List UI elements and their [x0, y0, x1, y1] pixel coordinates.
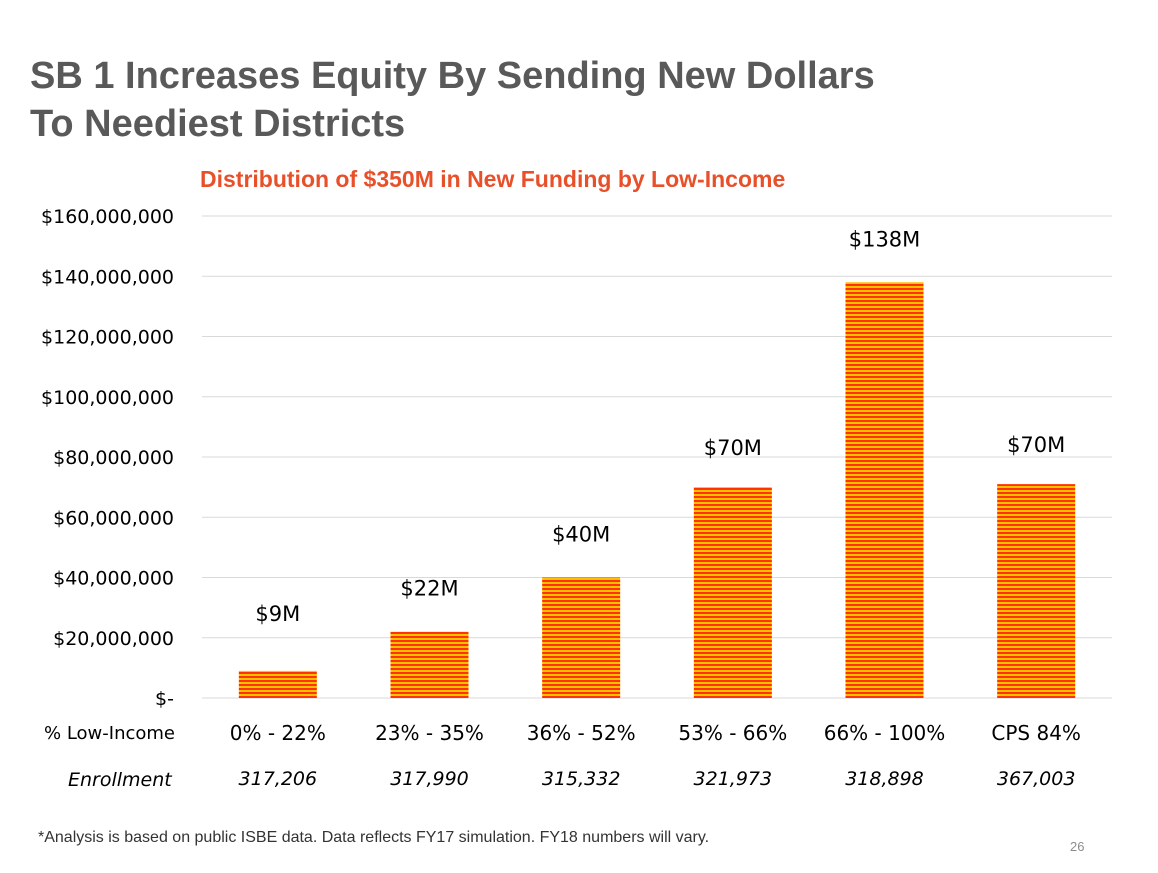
data-labels: $9M $22M $40M $70M $138M $70M — [255, 227, 1065, 626]
grid-layer — [202, 215, 1112, 699]
data-label: $70M — [704, 436, 762, 460]
enrollment-value: 317,990 — [390, 768, 469, 790]
y-tick-label: $160,000,000 — [41, 206, 174, 228]
x-tick-label: 66% - 100% — [824, 721, 946, 745]
enrollment-value: 321,973 — [694, 768, 773, 790]
x-tick-label: 23% - 35% — [375, 721, 484, 745]
y-tick-label: $20,000,000 — [53, 628, 174, 650]
bar — [238, 670, 317, 698]
y-axis-ticks: $- $20,000,000 $40,000,000 $60,000,000 $80,0… — [41, 206, 174, 710]
data-label: $138M — [849, 227, 921, 251]
y-tick-label: $140,000,000 — [41, 266, 174, 288]
page-number: 26 — [1070, 839, 1085, 854]
bar — [845, 282, 924, 698]
chart-title: Distribution of $350M in New Funding by … — [200, 166, 786, 192]
y-tick-label: $100,000,000 — [41, 387, 174, 409]
footnote: *Analysis is based on public ISBE data. … — [38, 829, 710, 846]
x-tick-label: CPS 84% — [991, 721, 1081, 745]
bar — [997, 484, 1076, 698]
enrollment-row: 317,206 317,990 315,332 321,973 318,898 367,0… — [68, 768, 1075, 791]
x-axis-label: % Low-Income — [44, 723, 175, 744]
y-tick-label: $40,000,000 — [53, 568, 174, 590]
y-tick-label: $- — [155, 688, 174, 710]
x-axis-categories: 0% - 22% 23% - 35% 36% - 52% 53% - 66% 66% -… — [44, 721, 1081, 745]
slide-title-line-2: To Neediest Districts — [30, 103, 406, 145]
y-tick-label: $120,000,000 — [41, 327, 174, 349]
bars — [238, 282, 1076, 698]
data-label: $40M — [552, 523, 610, 547]
bar — [693, 487, 772, 698]
x-tick-label: 53% - 66% — [678, 721, 787, 745]
enrollment-value: 317,206 — [239, 768, 318, 790]
x-tick-label: 36% - 52% — [527, 721, 636, 745]
y-tick-label: $60,000,000 — [53, 507, 174, 529]
x-tick-label: 0% - 22% — [230, 721, 326, 745]
bar — [390, 631, 469, 698]
enrollment-value: 318,898 — [845, 768, 924, 790]
data-label: $22M — [400, 577, 458, 601]
enrollment-value: 367,003 — [997, 768, 1076, 790]
data-label: $70M — [1007, 433, 1065, 457]
enrollment-row-label: Enrollment — [68, 769, 173, 791]
data-label: $9M — [255, 602, 300, 626]
enrollment-value: 315,332 — [542, 768, 621, 790]
bar — [542, 577, 621, 698]
slide-title: SB 1 Increases Equity By Sending New Dol… — [30, 52, 1030, 148]
y-tick-label: $80,000,000 — [53, 447, 174, 469]
slide-title-line-1: SB 1 Increases Equity By Sending New Dol… — [30, 55, 875, 97]
